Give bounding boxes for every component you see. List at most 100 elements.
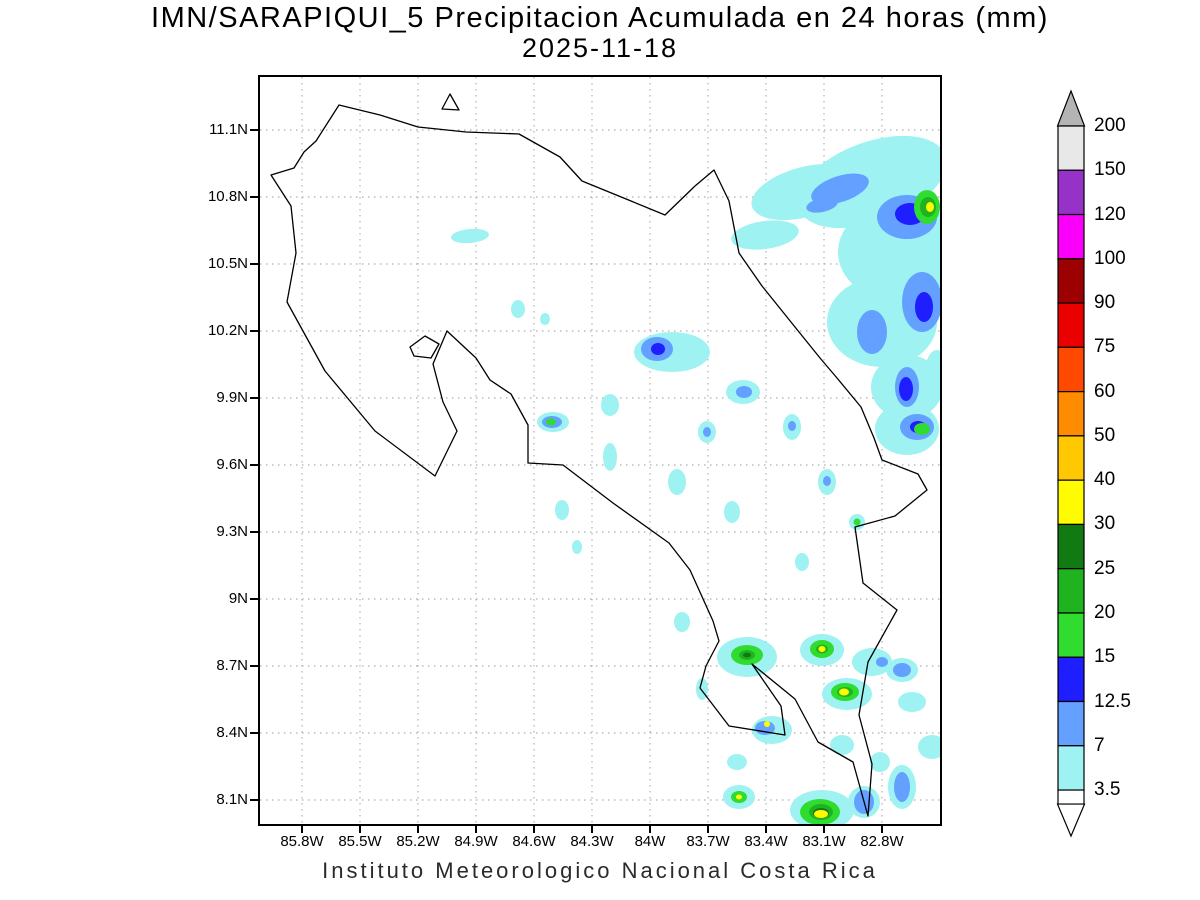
precip-cell: [893, 663, 911, 677]
colorbar-segment: [1057, 612, 1085, 658]
precip-cell: [724, 501, 740, 523]
x-tick: [649, 826, 651, 833]
y-tick-label: 11.1N: [209, 121, 248, 138]
precip-cell: [603, 443, 617, 471]
precip-cell: [601, 394, 619, 416]
precip-cell: [870, 752, 890, 772]
x-axis: 85.8W 85.5W 85.2W 84.9W 84.6W 84.3W 84W 83.7W 83…: [0, 834, 1200, 852]
page-title: IMN/SARAPIQUI_5 Precipitacion Acumulada …: [151, 2, 1049, 34]
x-tick: [881, 826, 883, 833]
y-tick: [250, 129, 258, 131]
x-tick: [475, 826, 477, 833]
y-tick-label: 10.2N: [207, 322, 248, 339]
precip-cell: [572, 540, 582, 554]
precip-cell: [814, 810, 828, 818]
colorbar-boundary-label: 75: [1094, 336, 1116, 358]
precip-cell: [736, 794, 742, 800]
y-tick-label: 8.1N: [216, 791, 248, 808]
precip-cell: [511, 300, 525, 318]
colorbar-segment: [1057, 391, 1085, 437]
y-tick: [250, 531, 258, 533]
y-tick: [250, 665, 258, 667]
y-tick-label: 8.7N: [216, 657, 248, 674]
costa-rica-coastline: [270, 104, 928, 817]
colorbar-boundary-label: 100: [1094, 247, 1126, 269]
colorbar-boundary-label: 150: [1094, 159, 1126, 181]
y-axis: 11.1N 10.8N 10.5N 10.2N 9.9N 9.6N 9.3N 9N 8.7N 8.…: [178, 0, 248, 900]
precip-cell: [899, 377, 913, 401]
precip-cell: [925, 350, 940, 394]
colorbar-boundary-label: 25: [1094, 557, 1116, 579]
x-tick-label: 83.4W: [744, 833, 788, 850]
x-tick: [359, 826, 361, 833]
precip-cell: [894, 772, 910, 802]
precip-cell: [915, 292, 933, 322]
colorbar-boundary-label: 50: [1094, 424, 1116, 446]
colorbar-under-arrow: [1056, 803, 1086, 838]
colorbar-boundary-label: 3.5: [1094, 779, 1121, 801]
colorbar-segment: [1057, 302, 1085, 348]
precip-cell: [555, 500, 569, 520]
precip-field-layer: [451, 135, 940, 824]
colorbar-segment: [1057, 523, 1085, 570]
y-tick-label: 9.3N: [216, 523, 248, 540]
precip-cell: [914, 423, 930, 435]
y-tick-label: 10.5N: [207, 255, 248, 272]
colorbar-boundary-label: 15: [1094, 646, 1116, 668]
colorbar-segment: [1057, 479, 1085, 526]
x-tick: [823, 826, 825, 833]
precip-cell: [830, 735, 854, 755]
y-tick: [250, 263, 258, 265]
x-tick-label: 84.9W: [454, 833, 498, 850]
colorbar-segment: [1057, 169, 1085, 216]
colorbar-labels: 200 150 120 100 90 75 60 50 40 30 25 20 15 12.5 7 3.5: [1094, 0, 1174, 900]
precip-cell: [918, 735, 940, 759]
colorbar-boundary-label: 90: [1094, 292, 1116, 314]
colorbar-boundary-label: 60: [1094, 380, 1116, 402]
precip-cell: [546, 418, 556, 426]
colorbar: [1056, 89, 1086, 838]
y-tick-label: 8.4N: [216, 724, 248, 741]
colorbar-boundary-label: 120: [1094, 203, 1126, 225]
precip-cell: [852, 648, 892, 676]
precip-cell: [451, 228, 489, 244]
y-tick-label: 9N: [228, 590, 248, 607]
y-tick: [250, 598, 258, 600]
x-tick-label: 85.8W: [280, 833, 324, 850]
precip-cell: [823, 476, 831, 486]
x-tick-label: 83.7W: [686, 833, 730, 850]
colorbar-boundary-label: 20: [1094, 601, 1116, 623]
y-tick: [250, 732, 258, 734]
precip-cell: [839, 688, 849, 696]
colorbar-segment: [1057, 125, 1085, 171]
precip-cell: [876, 657, 888, 667]
y-tick-label: 9.6N: [216, 456, 248, 473]
precip-cell: [811, 173, 869, 205]
x-tick-label: 85.2W: [396, 833, 440, 850]
y-tick: [250, 397, 258, 399]
page-date: 2025-11-18: [521, 33, 679, 63]
precip-cell: [703, 427, 711, 437]
y-tick-label: 9.9N: [216, 389, 248, 406]
precip-cell: [926, 202, 934, 212]
colorbar-segment: [1057, 258, 1085, 304]
y-tick: [250, 196, 258, 198]
y-tick: [250, 799, 258, 801]
x-tick-label: 83.1W: [802, 833, 846, 850]
grid-layer: [260, 77, 940, 824]
precip-cell: [668, 469, 686, 495]
colorbar-segment: [1057, 700, 1085, 747]
precip-cell: [857, 310, 887, 354]
x-tick: [417, 826, 419, 833]
precip-cell: [727, 754, 747, 770]
lake-islet: [441, 93, 460, 111]
x-tick-label: 82.8W: [860, 833, 904, 850]
colorbar-boundary-label: 30: [1094, 513, 1116, 535]
precip-cell: [540, 313, 550, 325]
coastline-layer: [270, 93, 928, 817]
x-tick-label: 84.6W: [512, 833, 556, 850]
precip-cell: [743, 652, 751, 658]
colorbar-segment: [1057, 568, 1085, 614]
x-tick-label: 85.5W: [338, 833, 382, 850]
